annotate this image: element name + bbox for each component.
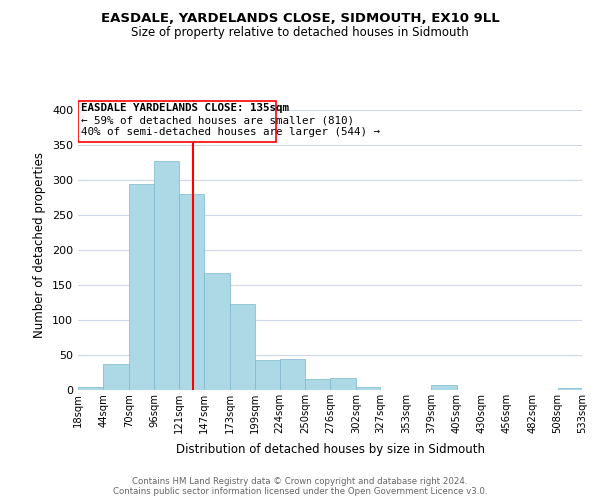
Bar [154,161,179,390]
FancyBboxPatch shape [79,102,276,142]
Bar [255,360,280,390]
Y-axis label: Number of detached properties: Number of detached properties [34,152,46,338]
Bar [103,364,129,390]
Bar [230,304,255,390]
Bar [331,378,356,390]
Text: Size of property relative to detached houses in Sidmouth: Size of property relative to detached ho… [131,26,469,39]
Text: Contains HM Land Registry data © Crown copyright and database right 2024.
Contai: Contains HM Land Registry data © Crown c… [113,476,487,496]
Bar [557,388,582,390]
Bar [204,274,230,390]
Text: Distribution of detached houses by size in Sidmouth: Distribution of detached houses by size … [176,442,485,456]
Bar [179,194,204,390]
Bar [78,387,103,390]
Bar [305,379,331,390]
Bar [280,358,305,390]
Text: ← 59% of detached houses are smaller (810): ← 59% of detached houses are smaller (81… [82,116,355,126]
Text: EASDALE, YARDELANDS CLOSE, SIDMOUTH, EX10 9LL: EASDALE, YARDELANDS CLOSE, SIDMOUTH, EX1… [101,12,499,26]
Text: EASDALE YARDELANDS CLOSE: 135sqm: EASDALE YARDELANDS CLOSE: 135sqm [82,104,289,114]
Text: 40% of semi-detached houses are larger (544) →: 40% of semi-detached houses are larger (… [82,128,380,138]
Bar [356,386,380,390]
Bar [129,184,154,390]
Bar [431,385,457,390]
